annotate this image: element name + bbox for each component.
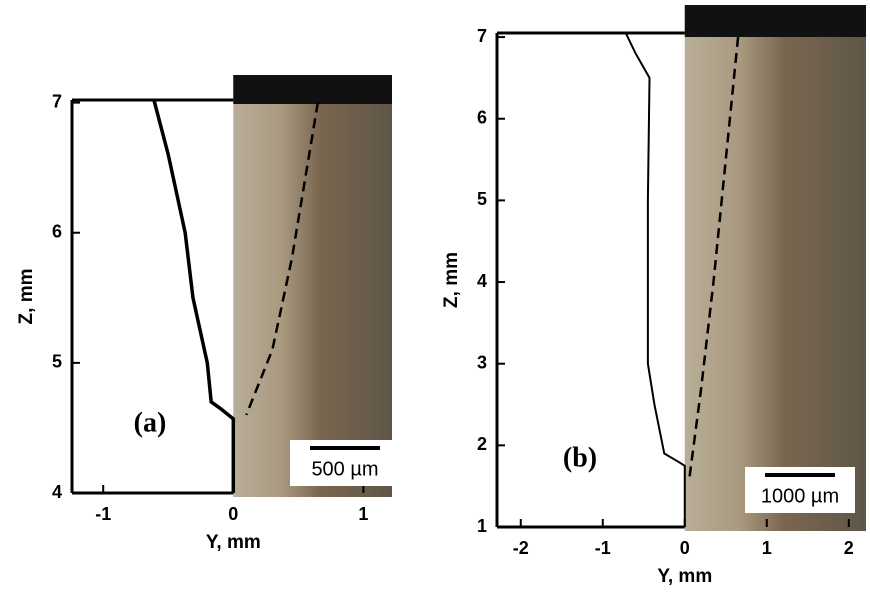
y-tick-label: 6 <box>52 221 62 241</box>
y-tick-label: 7 <box>52 91 62 111</box>
data-line <box>626 33 685 527</box>
x-tick-label: 0 <box>228 504 238 524</box>
x-tick-label: 2 <box>844 538 854 558</box>
y-tick-label: 1 <box>477 516 487 536</box>
x-tick-label: 0 <box>680 538 690 558</box>
x-axis-label: Y, mm <box>657 566 712 587</box>
panel-label: (a) <box>134 407 167 438</box>
x-tick-label: -2 <box>513 538 529 558</box>
y-tick-label: 4 <box>477 271 487 291</box>
scale-bar-label: 500 µm <box>311 458 378 480</box>
y-tick-label: 6 <box>477 107 487 127</box>
x-tick-label: -1 <box>595 538 611 558</box>
micrograph-top <box>233 75 392 104</box>
micrograph <box>685 5 866 531</box>
x-tick-label: -1 <box>95 504 111 524</box>
y-tick-label: 5 <box>477 189 487 209</box>
x-tick-label: 1 <box>358 504 368 524</box>
y-tick-label: 5 <box>52 352 62 372</box>
scale-bar-label: 1000 µm <box>761 485 839 507</box>
y-axis-label: Z, mm <box>16 269 37 325</box>
y-tick-label: 3 <box>477 352 487 372</box>
y-tick-label: 2 <box>477 434 487 454</box>
figure: 4 5 6 7 -1 0 1 Y, mm Z, mm (a) 500 µm 1 2 3 4 5 6 7 -2 -1 0 1… <box>0 0 870 598</box>
panel-label: (b) <box>563 442 597 473</box>
y-tick-label: 7 <box>477 26 487 46</box>
y-tick-label: 4 <box>52 482 62 502</box>
y-axis-label: Z, mm <box>441 252 462 308</box>
micrograph-top <box>685 5 866 37</box>
x-tick-label: 1 <box>762 538 772 558</box>
x-axis-label: Y, mm <box>206 532 261 553</box>
